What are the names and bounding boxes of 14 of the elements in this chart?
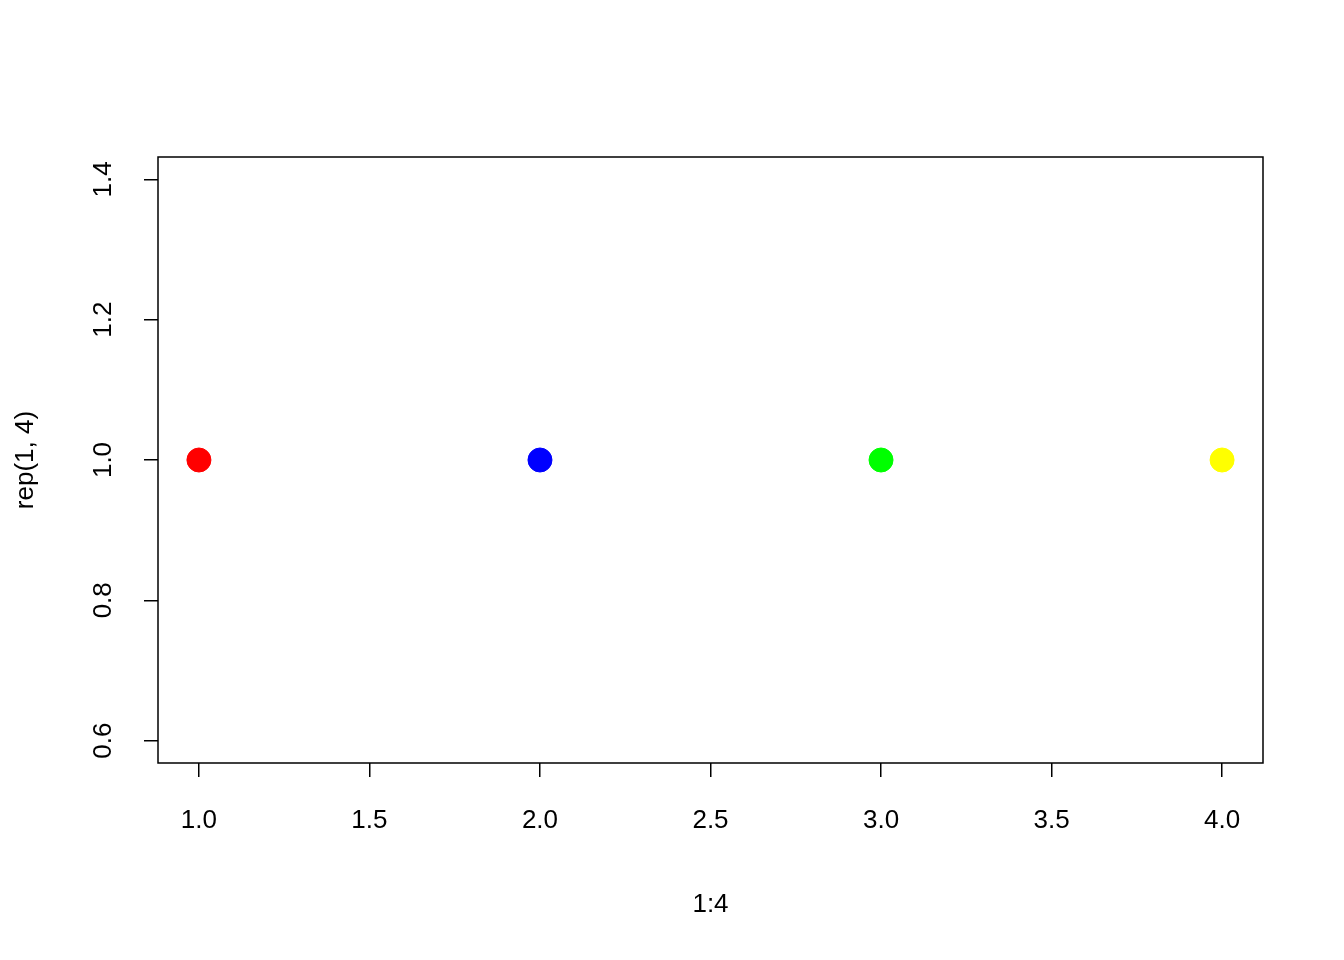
- y-axis-title: rep(1, 4): [8, 410, 39, 510]
- x-tick-label: 3.5: [1033, 803, 1070, 834]
- x-tick-label: 4.0: [1204, 803, 1241, 834]
- y-tick-label: 0.6: [87, 722, 118, 759]
- x-tick-label: 2.0: [521, 803, 559, 834]
- y-tick-label: 1.0: [87, 441, 118, 479]
- y-tick-label: 1.2: [87, 301, 118, 338]
- x-tick-label: 1.0: [180, 803, 217, 834]
- y-tick-label: 1.4: [87, 161, 118, 198]
- x-tick-label: 2.5: [692, 803, 729, 834]
- x-axis-title: 1:4: [692, 887, 729, 918]
- x-tick-label: 1.5: [351, 803, 388, 834]
- y-tick-label: 0.8: [87, 582, 118, 619]
- x-tick-label: 3.0: [862, 803, 900, 834]
